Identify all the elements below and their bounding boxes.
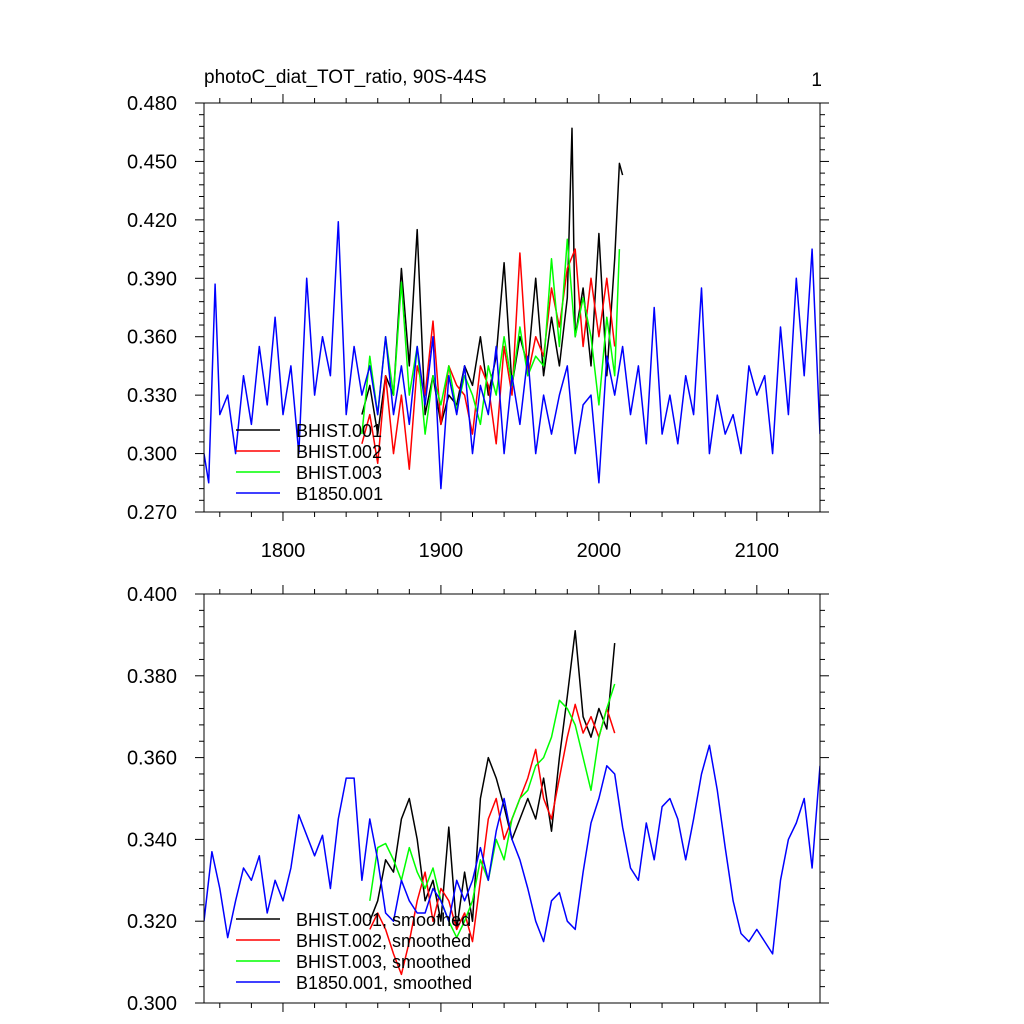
legend-label: BHIST.001: [296, 421, 382, 441]
y-tick-label: 0.480: [127, 93, 177, 115]
y-tick-label: 0.320: [127, 911, 177, 933]
x-tick-label: 2100: [735, 540, 780, 562]
top-panel: 0.270 0.300 0.330 0.360 0.390 0.420 0.450 0.480…: [127, 93, 829, 562]
legend-label: BHIST.002, smoothed: [296, 931, 471, 951]
x-tick-label: 1800: [261, 540, 306, 562]
panel-label: 1: [811, 70, 822, 91]
y-tick-label: 0.380: [127, 666, 177, 688]
bottom-panel: 0.300 0.320 0.340 0.360 0.380 0.400 BHIST.001,…: [127, 584, 829, 1015]
y-tick-label: 0.420: [127, 210, 177, 232]
legend-label: BHIST.003: [296, 463, 382, 483]
plot-frame: [203, 102, 821, 513]
x-tick-label: 2000: [577, 540, 622, 562]
y-tick-label: 0.390: [127, 268, 177, 290]
y-tick-label: 0.300: [127, 993, 177, 1015]
y-tick-label: 0.360: [127, 748, 177, 770]
series-line-2: [361, 248, 616, 470]
legend-label: BHIST.002: [296, 442, 382, 462]
y-tick-label: 0.360: [127, 327, 177, 349]
legend-label: B1850.001, smoothed: [296, 973, 472, 993]
series-line-2: [369, 703, 616, 976]
legend-label: B1850.001: [296, 484, 383, 504]
legend-label: BHIST.001, smoothed: [296, 910, 471, 930]
y-tick-label: 0.400: [127, 584, 177, 606]
series-line-4: [204, 744, 820, 955]
series-line-4: [204, 221, 820, 490]
y-tick-label: 0.300: [127, 444, 177, 466]
y-tick-label: 0.340: [127, 829, 177, 851]
y-tick-label: 0.270: [127, 502, 177, 524]
x-tick-label: 1900: [419, 540, 464, 562]
figure-title: photoC_diat_TOT_ratio, 90S-44S: [204, 67, 487, 88]
plot-frame: [203, 593, 821, 1004]
series-line-1: [361, 127, 624, 435]
y-tick-label: 0.450: [127, 151, 177, 173]
y-tick-label: 0.330: [127, 385, 177, 407]
legend-label: BHIST.003, smoothed: [296, 952, 471, 972]
series-line-1: [369, 630, 616, 931]
